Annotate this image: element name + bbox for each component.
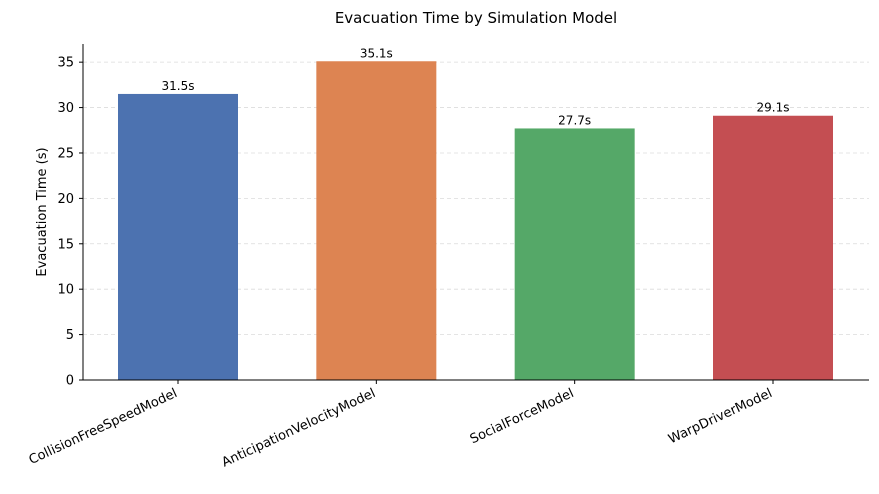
axes: [79, 44, 869, 384]
bar-data-label: 35.1s: [360, 46, 393, 60]
x-tick-label: AnticipationVelocityModel: [220, 386, 378, 470]
x-tick-label: WarpDriverModel: [666, 386, 774, 447]
x-tick-label: CollisionFreeSpeedModel: [27, 386, 180, 468]
bar: [118, 93, 238, 380]
chart-title: Evacuation Time by Simulation Model: [335, 9, 617, 27]
bar: [713, 115, 833, 380]
y-tick-label: 30: [57, 101, 74, 116]
x-tick-label: SocialForceModel: [468, 386, 577, 447]
bars: [118, 61, 833, 380]
y-tick-label: 35: [57, 56, 74, 71]
y-tick-label: 15: [57, 237, 74, 252]
bar-data-label: 31.5s: [162, 79, 195, 93]
y-tick-label: 20: [57, 192, 74, 207]
bar: [514, 128, 635, 380]
y-tick-label: 25: [57, 146, 74, 161]
y-tick-label: 10: [57, 283, 74, 298]
bar-data-label: 29.1s: [757, 101, 790, 115]
bar-data-label: 27.7s: [558, 113, 591, 127]
y-tick-label: 0: [66, 374, 74, 389]
y-tick-label: 5: [66, 328, 74, 343]
y-axis-label: Evacuation Time (s): [35, 147, 50, 276]
bar: [316, 61, 437, 380]
